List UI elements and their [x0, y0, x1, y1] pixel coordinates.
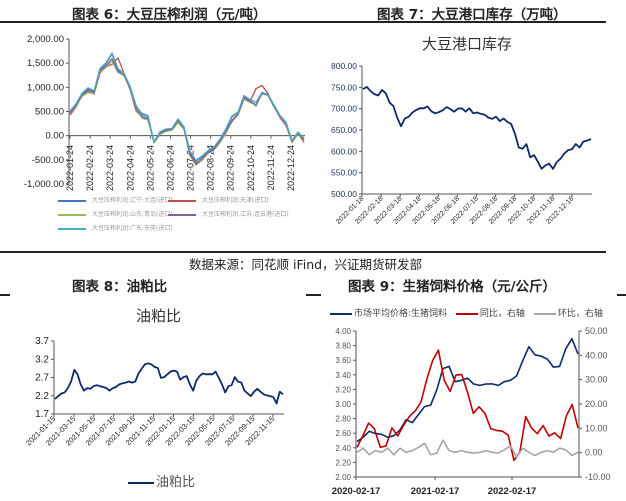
- y2-tick-label: 0.00: [585, 448, 603, 458]
- y-tick-label: 4.00: [335, 327, 351, 336]
- y-tick-label: 1,500.00: [27, 58, 64, 69]
- figure-7-title: 图表 7：大豆港口库存（万吨）: [377, 7, 567, 23]
- x-tick-label: 2022-03-24: [105, 145, 115, 191]
- legend-label: 大豆压榨利润:山东:青岛(进口): [92, 211, 173, 218]
- y-tick-label: 3.00: [335, 400, 351, 409]
- legend-label: 市场平均价格:生猪饲料: [354, 309, 448, 319]
- x-tick-label: 2022-04-24: [125, 145, 135, 191]
- source-rule: [0, 251, 606, 253]
- y-tick-label: 750.00: [331, 82, 357, 92]
- series-line: [69, 52, 305, 161]
- y2-tick-label: 20.00: [585, 399, 608, 409]
- y2-tick-label: 50.00: [585, 326, 608, 336]
- y-tick-label: 1.7: [35, 409, 49, 420]
- legend-swatch: [58, 199, 86, 202]
- legend-item: 大豆压榨利润:山东:青岛(进口): [58, 208, 173, 222]
- figure-8-tick-left: [0, 294, 10, 296]
- legend-label: 大豆压榨利润:天津(进口): [202, 197, 269, 204]
- y-tick-label: 2.7: [35, 373, 49, 384]
- x-tick-label: 2022-05-24: [145, 145, 155, 191]
- x-tick-label: 2022-01-24: [65, 145, 75, 191]
- legend-swatch: [455, 312, 478, 315]
- x-tick-label: 2020-02-17: [332, 486, 381, 497]
- legend-swatch: [128, 481, 154, 484]
- legend-label: 环比，右轴: [557, 309, 603, 319]
- legend-label: 同比，右轴: [479, 309, 525, 319]
- series-line: [54, 362, 284, 405]
- y2-tick-label: 40.00: [585, 350, 608, 360]
- figure-6-title: 图表 6：大豆压榨利润（元/吨）: [72, 7, 267, 23]
- y-tick-label: 2,000.00: [27, 34, 64, 45]
- chart-6-legend: 大豆压榨利润:辽宁:大连(进口) 大豆压榨利润:天津(进口) 大豆压榨利润:山东…: [58, 194, 298, 236]
- x-tick-label: 2022-02-24: [85, 145, 95, 191]
- y-tick-label: 650.00: [331, 125, 357, 135]
- series-line: [356, 349, 579, 462]
- series-line: [356, 337, 579, 443]
- series-line: [362, 86, 592, 170]
- y-tick-label: 3.60: [335, 356, 351, 365]
- x-tick-label: 2022-08-24: [206, 145, 216, 191]
- legend-item: 大豆压榨利润:辽宁:大连(进口): [58, 194, 173, 208]
- y-tick-label: 3.20: [335, 385, 351, 394]
- x-tick-label: 2022-06-24: [165, 145, 175, 191]
- y-tick-label: 800.00: [331, 61, 357, 71]
- y-tick-label: 2.80: [335, 415, 351, 424]
- x-tick-label: 2022-10-24: [246, 145, 256, 191]
- figure-7-rule: [313, 21, 606, 23]
- legend-label: 油粕比: [156, 475, 196, 490]
- y-tick-label: 2.2: [35, 391, 49, 402]
- y-tick-label: 550.00: [331, 168, 357, 178]
- chart-9-legend: 市场平均价格:生猪饲料 同比，右轴 环比，右轴: [330, 306, 603, 319]
- legend-swatch: [168, 199, 196, 202]
- chart-7-title: 大豆港口库存: [422, 35, 513, 53]
- y-tick-label: 600.00: [331, 146, 357, 156]
- y-tick-label: 3.40: [335, 371, 351, 380]
- legend-swatch: [330, 312, 352, 315]
- source-text: 数据来源：同花顺 iFind，兴证期货研发部: [189, 257, 423, 272]
- y-tick-label: 0.00: [46, 131, 65, 142]
- x-tick-label: 2022-09-24: [226, 145, 236, 191]
- y2-tick-label: -10.00: [585, 472, 611, 482]
- y-tick-label: 2.00: [335, 473, 351, 482]
- figure-6-rule: [0, 21, 313, 23]
- y2-tick-label: 10.00: [585, 423, 608, 433]
- y-tick-label: 2.40: [335, 444, 351, 453]
- x-tick-label: 2021-02-17: [411, 486, 460, 497]
- y-tick-label: 3.2: [35, 354, 49, 365]
- figure-9-tick-right: [617, 294, 626, 296]
- legend-item: 大豆压榨利润:江苏:连云港(进口): [168, 208, 289, 222]
- y-tick-label: 3.80: [335, 342, 351, 351]
- legend-swatch: [168, 213, 196, 216]
- legend-item: 大豆压榨利润:天津(进口): [168, 194, 269, 208]
- legend-label: 大豆压榨利润:江苏:连云港(进口): [202, 211, 289, 218]
- y-tick-label: 1,000.00: [27, 82, 64, 93]
- y2-tick-label: 30.00: [585, 375, 608, 385]
- y-tick-label: 2.20: [335, 458, 351, 467]
- figure-9-title: 图表 9：生猪饲料价格（元/公斤）: [348, 279, 557, 295]
- figure-8-title: 图表 8：油粕比: [72, 279, 168, 295]
- y-tick-label: 500.00: [35, 107, 64, 118]
- legend-swatch: [58, 213, 86, 216]
- x-tick-label: 2022-07-24: [186, 145, 196, 191]
- legend-swatch: [58, 227, 86, 230]
- figure-9-tick-left: [313, 294, 321, 296]
- chart-8-legend: 油粕比: [128, 471, 195, 490]
- chart-8-title: 油粕比: [136, 307, 182, 325]
- x-tick-label: 2022-02-17: [488, 486, 537, 497]
- legend-label: 大豆压榨利润:广东:东莞(进口): [92, 225, 173, 232]
- y-tick-label: 700.00: [331, 104, 357, 114]
- x-tick-label: 2022-12-24: [286, 145, 296, 191]
- y-tick-label: -500.00: [32, 155, 64, 166]
- legend-item: 大豆压榨利润:广东:东莞(进口): [58, 222, 298, 236]
- x-tick-label: 2022-11-24: [266, 145, 276, 190]
- legend-label: 大豆压榨利润:辽宁:大连(进口): [92, 197, 173, 204]
- series-line: [356, 439, 579, 458]
- y-tick-label: -1,000.00: [24, 179, 64, 190]
- y-tick-label: 3.7: [35, 336, 49, 347]
- legend-swatch: [533, 312, 556, 315]
- y-tick-label: 500.00: [331, 189, 357, 199]
- y-tick-label: 2.60: [335, 429, 351, 438]
